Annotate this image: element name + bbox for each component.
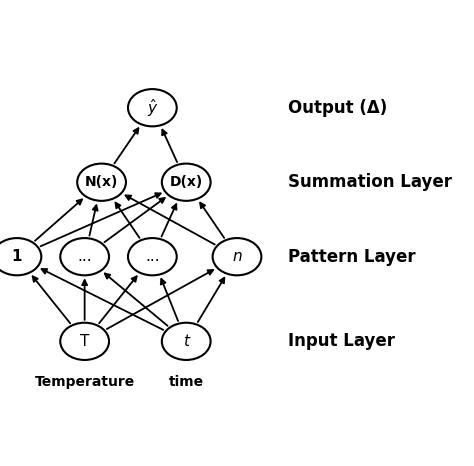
Text: n: n	[232, 249, 242, 264]
Text: T: T	[80, 334, 89, 349]
Text: N(x): N(x)	[85, 175, 118, 189]
Text: Input Layer: Input Layer	[288, 332, 395, 350]
Text: $\hat{y}$: $\hat{y}$	[146, 97, 158, 119]
Text: Temperature: Temperature	[35, 375, 135, 389]
Text: t: t	[183, 334, 189, 349]
Ellipse shape	[128, 89, 177, 126]
Ellipse shape	[60, 238, 109, 275]
Text: D(x): D(x)	[170, 175, 203, 189]
Text: ...: ...	[77, 249, 92, 264]
Text: ...: ...	[145, 249, 160, 264]
Text: time: time	[169, 375, 204, 389]
Ellipse shape	[77, 164, 126, 201]
Ellipse shape	[60, 323, 109, 360]
Ellipse shape	[128, 238, 177, 275]
Text: Output (Δ): Output (Δ)	[288, 99, 387, 116]
Text: 1: 1	[12, 249, 22, 264]
Text: Summation Layer: Summation Layer	[288, 173, 452, 191]
Ellipse shape	[213, 238, 261, 275]
Text: Pattern Layer: Pattern Layer	[288, 248, 415, 266]
Ellipse shape	[162, 164, 210, 201]
Ellipse shape	[162, 323, 210, 360]
Ellipse shape	[0, 238, 41, 275]
